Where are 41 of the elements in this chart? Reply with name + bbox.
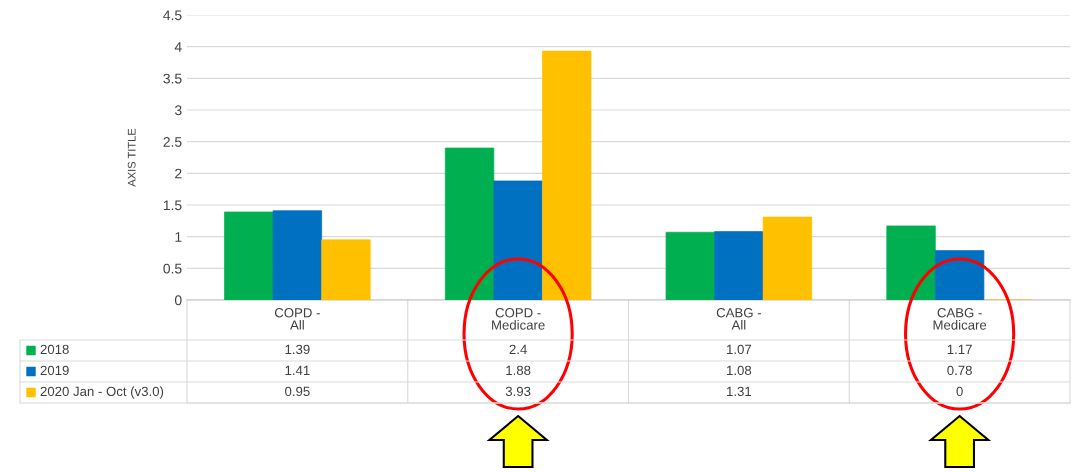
bar xyxy=(542,50,592,300)
y-tick-label: 4 xyxy=(174,42,182,52)
x-tick-label: COPD - Medicare xyxy=(492,308,545,330)
data-label: 0.95 xyxy=(285,386,310,397)
data-label: 1.31 xyxy=(727,386,752,397)
y-axis-title: AXIS TITLE xyxy=(127,128,136,187)
data-label: 1.07 xyxy=(727,344,752,355)
y-tick-label: 1.5 xyxy=(163,200,182,211)
data-label: 1.17 xyxy=(947,344,972,354)
bar xyxy=(493,180,543,300)
y-tick-label: 2 xyxy=(175,168,182,179)
y-tick-label: 0 xyxy=(174,295,182,306)
data-label: 1.08 xyxy=(727,365,752,376)
data-label: 1.39 xyxy=(285,344,310,355)
x-tick-label: CABG - Medicare xyxy=(933,308,987,330)
y-tick-label: 4.5 xyxy=(163,10,182,21)
legend-label: 2018 xyxy=(40,344,69,355)
bar xyxy=(272,210,323,300)
bar xyxy=(762,216,813,300)
y-tick-label: 2.5 xyxy=(163,137,182,147)
bar xyxy=(444,147,495,300)
bar xyxy=(321,239,371,300)
y-tick-label: 3.5 xyxy=(163,73,182,84)
legend-label: 2020 Jan - Oct (v3.0) xyxy=(40,386,164,399)
data-label: 1.88 xyxy=(506,365,531,376)
y-tick-label: 0.5 xyxy=(163,263,182,274)
x-tick-label: COPD - All xyxy=(274,308,320,330)
x-tick-label: CABG - All xyxy=(716,308,762,330)
legend-label: 2019 xyxy=(40,365,69,376)
bar xyxy=(224,211,274,300)
bar xyxy=(665,231,715,300)
data-label: 2.4 xyxy=(509,344,527,354)
data-label: 1.41 xyxy=(285,365,310,375)
data-label: 0 xyxy=(956,386,963,397)
y-tick-label: 1 xyxy=(175,232,182,242)
bar xyxy=(714,231,764,300)
y-tick-label: 3 xyxy=(174,105,182,116)
data-label: 3.93 xyxy=(505,386,531,397)
data-label: 0.78 xyxy=(947,365,972,376)
bar xyxy=(886,225,936,300)
bar xyxy=(934,250,985,300)
